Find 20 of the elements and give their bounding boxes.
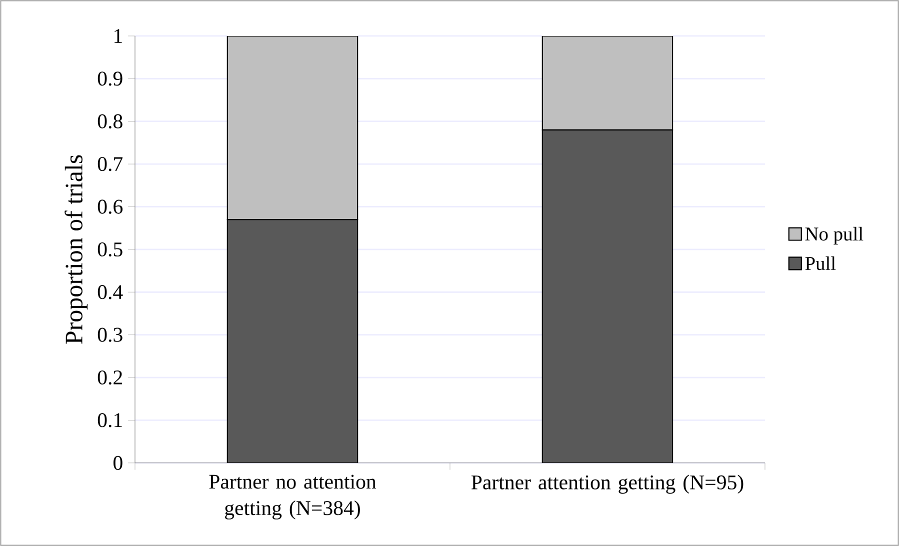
y-tick-label: 0.7 — [98, 156, 123, 172]
y-tick-label: 0.5 — [98, 242, 122, 257]
bar — [226, 219, 358, 463]
x-tick-label: Partner no attention getting (N=384) — [209, 474, 376, 520]
y-tick-label: 0.8 — [98, 114, 122, 128]
bar — [542, 36, 674, 130]
y-tick-label: 1 — [114, 29, 122, 43]
y-tick-label: 0.1 — [98, 413, 122, 428]
y-tick-label: 0.6 — [98, 200, 123, 214]
y-tick-label: 0.4 — [98, 285, 123, 300]
y-tick-label: 0 — [114, 456, 122, 470]
y-tick-label: 0.2 — [98, 370, 122, 385]
y-axis-title: Proportion of trials — [64, 155, 88, 344]
legend-label: Pull — [805, 256, 836, 270]
x-tick-label: Partner attention getting (N=95) — [471, 474, 744, 494]
bar — [542, 129, 674, 463]
bar — [226, 36, 358, 220]
y-tick-label: 0.3 — [98, 328, 122, 342]
y-tick-label: 0.9 — [98, 72, 122, 86]
legend-label: No pull — [805, 226, 864, 245]
